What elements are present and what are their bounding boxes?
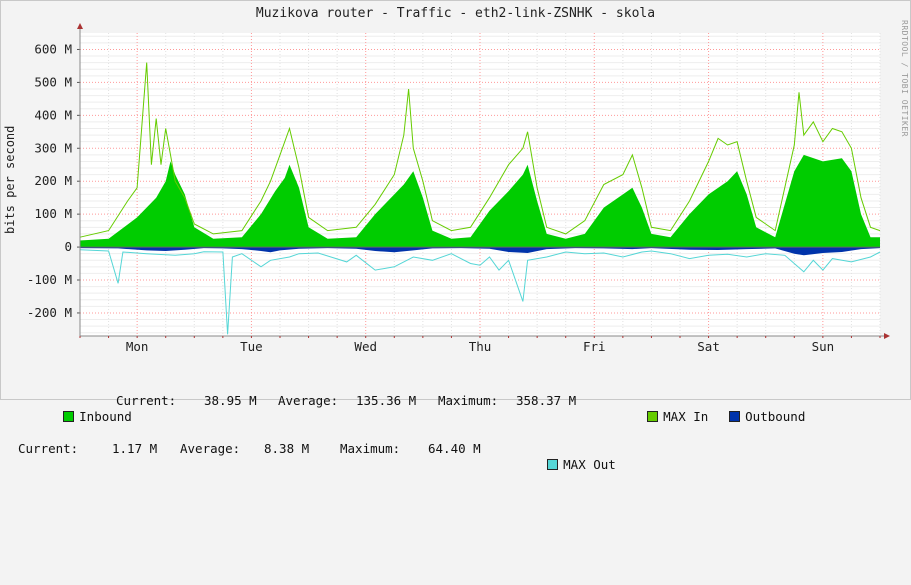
traffic-chart: -200 M -100 M 0 100 M 200 M 300 M 400 M 500 M 60… (27, 23, 890, 354)
max-in-line (79, 62, 881, 238)
outbound-swatch (729, 411, 741, 422)
y-tick-label: 500 M (34, 74, 72, 89)
outbound-current-label: Current: (18, 441, 79, 456)
inbound-average-label: Average: (278, 393, 339, 408)
outbound-average-label: Average: (180, 441, 241, 456)
inbound-area (80, 154, 880, 248)
y-tick-label: 600 M (34, 41, 72, 56)
y-tick-label: 200 M (34, 173, 72, 188)
legend-row-outbound: Current: 1.17 M Average: 8.38 M Maximum:… (18, 441, 616, 472)
inbound-maximum-value: 358.37 M (516, 393, 577, 408)
outbound-maximum-value: 64.40 M (428, 441, 481, 456)
legend-row-inbound: Inbound Current: 38.95 M Average: 135.36… (18, 393, 805, 424)
x-tick-label: Sat (697, 339, 720, 354)
outbound-current-value: 1.17 M (112, 441, 158, 456)
y-tick-label: 100 M (34, 206, 72, 221)
y-tick-label: 300 M (34, 140, 72, 155)
max-out-swatch (547, 459, 559, 470)
x-tick-label: Sun (812, 339, 835, 354)
outbound-name: Outbound (745, 409, 806, 424)
outbound-average-value: 8.38 M (264, 441, 310, 456)
inbound-current-value: 38.95 M (204, 393, 257, 408)
x-axis-arrow (884, 333, 890, 339)
y-tick-label: -100 M (27, 272, 72, 287)
x-tick-label: Wed (354, 339, 377, 354)
legend: Inbound Current: 38.95 M Average: 135.36… (18, 361, 805, 473)
chart-title: Muzikova router - Traffic - eth2-link-ZS… (255, 6, 656, 21)
inbound-name: Inbound (79, 409, 132, 424)
inbound-swatch (63, 411, 75, 422)
inbound-maximum-label: Maximum: (438, 393, 499, 408)
x-tick-label: Fri (583, 339, 606, 354)
x-tick-label: Thu (469, 339, 492, 354)
watermark: RRDTOOL / TOBI OETIKER (900, 20, 909, 137)
inbound-current-label: Current: (116, 393, 177, 408)
x-tick-label: Tue (240, 339, 263, 354)
inbound-average-value: 135.36 M (356, 393, 417, 408)
y-axis-arrow (77, 23, 83, 29)
outbound-area (80, 247, 880, 256)
max-out-name: MAX Out (563, 457, 616, 472)
y-tick-label: -200 M (27, 305, 72, 320)
max-out-line (79, 249, 881, 335)
max-in-swatch (647, 411, 659, 422)
y-tick-label: 400 M (34, 107, 72, 122)
outbound-maximum-label: Maximum: (340, 441, 401, 456)
x-tick-label: Mon (126, 339, 149, 354)
y-tick-label: 0 (64, 239, 72, 254)
